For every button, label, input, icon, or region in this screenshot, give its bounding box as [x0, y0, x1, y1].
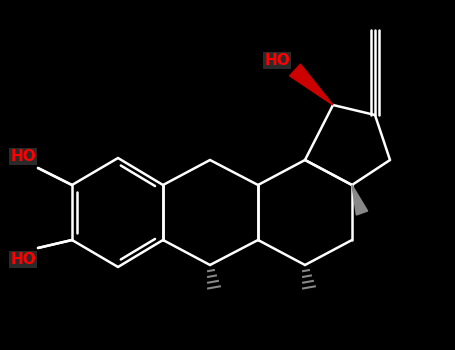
Text: HO: HO — [264, 53, 290, 68]
Text: HO: HO — [10, 149, 36, 164]
Polygon shape — [352, 185, 368, 215]
Polygon shape — [289, 64, 333, 105]
Text: HO: HO — [10, 252, 36, 267]
